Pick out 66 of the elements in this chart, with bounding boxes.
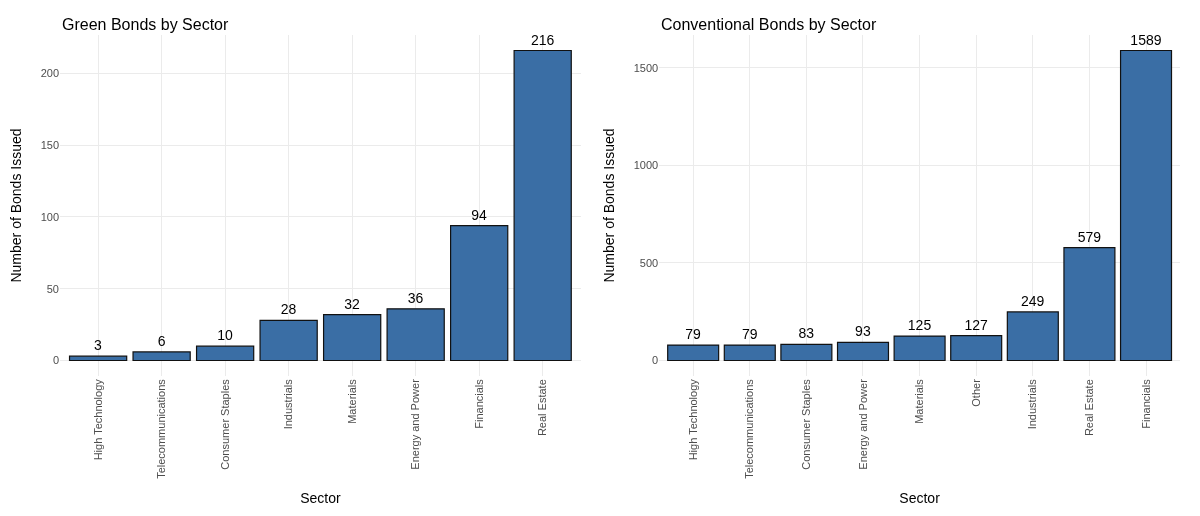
y-tick-label: 0 — [52, 354, 59, 367]
y-tick-label: 500 — [639, 256, 659, 269]
x-tick-label: High Technology — [686, 378, 699, 461]
bar — [780, 343, 833, 362]
bar — [1119, 49, 1173, 362]
x-tick-label: Consumer Staples — [799, 378, 812, 470]
chart-title: Green Bonds by Sector — [62, 16, 229, 33]
data-label: 3 — [94, 337, 103, 354]
x-tick-label: Telecommunications — [155, 378, 168, 479]
data-label: 93 — [855, 323, 871, 340]
x-tick-label: Materials — [913, 378, 926, 424]
y-tick-label: 0 — [652, 354, 659, 367]
data-label: 94 — [471, 206, 488, 223]
y-tick-label: 100 — [40, 210, 59, 223]
bar — [386, 308, 445, 362]
bar — [836, 341, 890, 362]
data-label: 6 — [157, 332, 166, 349]
y-tick-label: 1500 — [633, 61, 659, 74]
y-axis-title: Number of Bonds Issued — [601, 128, 618, 283]
data-label: 28 — [280, 301, 297, 318]
bar — [1063, 246, 1116, 362]
x-tick-label: Industrials — [282, 378, 295, 430]
x-tick-label: Consumer Staples — [218, 378, 231, 470]
bar — [450, 224, 509, 362]
data-label: 1589 — [1130, 31, 1162, 48]
x-tick-label: Materials — [345, 378, 358, 424]
y-tick-label: 200 — [40, 67, 59, 80]
x-tick-label: Real Estate — [1083, 379, 1096, 437]
y-tick-label: 50 — [46, 282, 59, 295]
y-tick-label: 150 — [40, 139, 59, 152]
data-label: 249 — [1021, 292, 1045, 309]
y-axis-title: Number of Bonds Issued — [8, 128, 25, 283]
x-tick-label: Energy and Power — [409, 378, 422, 470]
bar — [259, 319, 318, 362]
bar — [667, 344, 720, 362]
x-axis-title: Sector — [300, 490, 341, 507]
bar — [322, 313, 382, 362]
x-tick-label: Energy and Power — [856, 378, 869, 470]
x-tick-label: Industrials — [1026, 378, 1039, 430]
x-tick-label: Financials — [1139, 378, 1152, 429]
data-label: 127 — [964, 316, 988, 333]
bar — [950, 335, 1003, 362]
x-tick-label: Real Estate — [536, 379, 549, 437]
bar — [68, 355, 128, 362]
data-label: 79 — [685, 326, 702, 343]
bar — [513, 49, 572, 362]
bar — [723, 344, 776, 362]
data-label: 10 — [217, 327, 234, 344]
chart-title: Conventional Bonds by Sector — [661, 16, 877, 33]
data-label: 83 — [798, 325, 815, 342]
data-label: 579 — [1077, 228, 1102, 245]
data-label: 36 — [407, 289, 424, 306]
x-tick-label: Telecommunications — [743, 378, 756, 479]
bar — [893, 335, 946, 362]
data-label: 79 — [741, 326, 758, 343]
x-tick-label: Other — [969, 378, 982, 407]
y-tick-label: 1000 — [633, 159, 659, 172]
data-label: 216 — [530, 31, 555, 48]
x-axis-title: Sector — [899, 490, 941, 507]
x-tick-label: High Technology — [91, 378, 104, 461]
data-label: 32 — [344, 295, 361, 312]
data-label: 125 — [907, 317, 932, 334]
bar — [132, 351, 191, 362]
bar — [195, 345, 255, 362]
bar — [1006, 311, 1059, 362]
x-tick-label: Financials — [472, 378, 485, 429]
